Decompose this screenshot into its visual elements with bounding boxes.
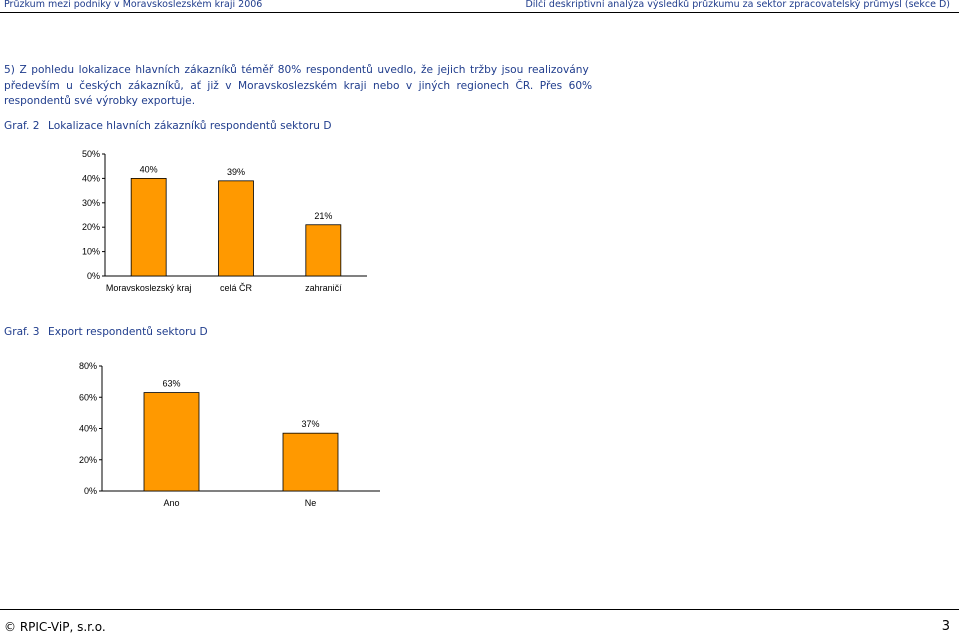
data-label: 63%: [162, 379, 180, 389]
category-label: Ne: [305, 498, 317, 508]
graf2-number: Graf. 2: [4, 120, 40, 132]
category-label: zahraničí: [305, 283, 342, 293]
y-tick-label: 30%: [82, 198, 100, 208]
bar: [143, 392, 200, 492]
graf3-title: Export respondentů sektoru D: [48, 326, 208, 338]
chart-export: 0% 20% 40% 60% 80% 63% Ano 37% Ne: [79, 361, 380, 508]
bar: [218, 180, 254, 277]
page-header: Průzkum mezi podniky v Moravskoslezském …: [0, 0, 959, 14]
graf3-number: Graf. 3: [4, 326, 40, 338]
bar: [305, 224, 342, 277]
data-label: 37%: [301, 419, 319, 429]
data-label: 40%: [140, 164, 158, 174]
footer-copyright: © RPIC-ViP, s.r.o.: [4, 620, 106, 634]
summary-paragraph: 5) Z pohledu lokalizace hlavních zákazní…: [4, 63, 593, 110]
paragraph-line-2: především u českých zákazníků, ať již v …: [4, 79, 593, 92]
category-label: Ano: [163, 498, 179, 508]
y-tick-label: 40%: [79, 424, 97, 434]
header-right-text: Dílčí deskriptivní analýza výsledků průz…: [525, 0, 950, 10]
data-label: 21%: [314, 211, 332, 221]
y-tick-label: 0%: [87, 271, 100, 281]
footer-rule: [0, 609, 959, 610]
y-tick-label: 20%: [82, 222, 100, 232]
y-tick-label: 0%: [84, 486, 97, 496]
bar: [282, 432, 339, 492]
data-label: 39%: [227, 167, 245, 177]
paragraph-line-1: 5) Z pohledu lokalizace hlavních zákazní…: [4, 64, 589, 76]
y-tick-label: 60%: [79, 392, 97, 402]
chart-customer-location: 0% 10% 20% 30% 40% 50% 40% Moravskoslezský kraj…: [82, 149, 367, 293]
category-label: Moravskoslezský kraj: [106, 283, 192, 293]
page-number: 3: [941, 619, 950, 634]
y-tick-label: 40%: [82, 173, 100, 183]
y-tick-label: 80%: [79, 361, 97, 371]
header-left-text: Průzkum mezi podniky v Moravskoslezském …: [4, 0, 263, 10]
y-tick-label: 50%: [82, 149, 100, 159]
bar: [130, 178, 167, 277]
category-label: celá ČR: [220, 283, 253, 293]
paragraph-line-3: respondentů své výrobky exportuje.: [4, 95, 196, 107]
y-tick-label: 10%: [82, 247, 100, 257]
header-rule: [0, 12, 959, 13]
y-tick-label: 20%: [79, 455, 97, 465]
graf2-title: Lokalizace hlavních zákazníků respondent…: [48, 120, 332, 132]
